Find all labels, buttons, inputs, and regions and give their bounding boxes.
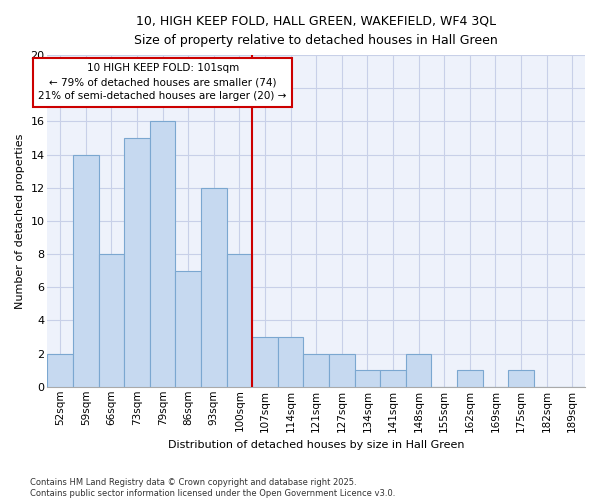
Bar <box>47 354 73 387</box>
Text: 10 HIGH KEEP FOLD: 101sqm
← 79% of detached houses are smaller (74)
21% of semi-: 10 HIGH KEEP FOLD: 101sqm ← 79% of detac… <box>38 64 287 102</box>
Title: 10, HIGH KEEP FOLD, HALL GREEN, WAKEFIELD, WF4 3QL
Size of property relative to : 10, HIGH KEEP FOLD, HALL GREEN, WAKEFIEL… <box>134 15 498 47</box>
Bar <box>380 370 406 387</box>
Bar <box>252 337 278 387</box>
Y-axis label: Number of detached properties: Number of detached properties <box>15 133 25 308</box>
Bar <box>355 370 380 387</box>
Text: Contains HM Land Registry data © Crown copyright and database right 2025.
Contai: Contains HM Land Registry data © Crown c… <box>30 478 395 498</box>
Bar <box>508 370 534 387</box>
Bar <box>457 370 482 387</box>
Bar <box>124 138 150 387</box>
X-axis label: Distribution of detached houses by size in Hall Green: Distribution of detached houses by size … <box>168 440 464 450</box>
Bar <box>227 254 252 387</box>
Bar <box>73 154 98 387</box>
Bar <box>278 337 304 387</box>
Bar <box>329 354 355 387</box>
Bar <box>150 122 175 387</box>
Bar <box>98 254 124 387</box>
Bar <box>304 354 329 387</box>
Bar <box>175 270 201 387</box>
Bar <box>406 354 431 387</box>
Bar <box>201 188 227 387</box>
